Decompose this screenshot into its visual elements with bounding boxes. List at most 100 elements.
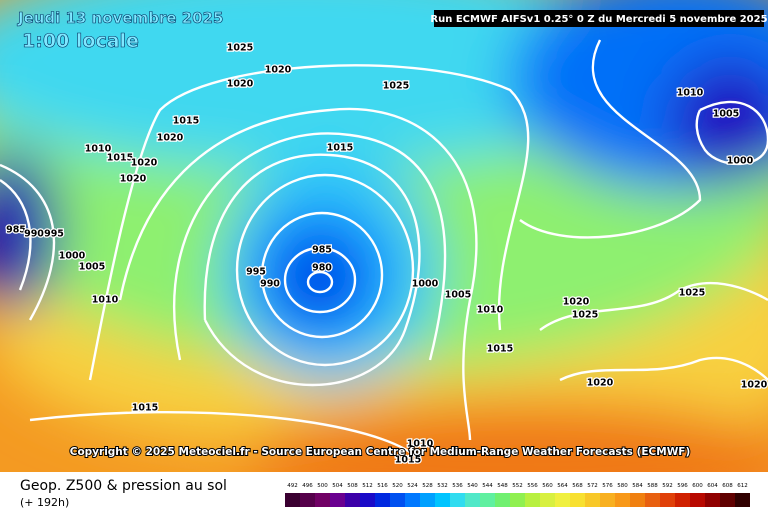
colorbar-label: 516 [377,483,388,489]
colorbar-label: 600 [692,483,703,489]
isobar-label: 1025 [572,310,598,321]
colorbar-cell [330,493,345,507]
isobar-label: 985 [6,225,26,236]
footer-title: Geop. Z500 & pression au sol [20,478,227,494]
isobar-label: 1020 [741,380,768,391]
colorbar-cell [465,493,480,507]
colorbar-label: 552 [512,483,523,489]
colorbar-label: 584 [632,483,643,489]
isobar-label: 990 [24,229,44,240]
colorbar-cell [360,493,375,507]
colorbar-cell [735,493,750,507]
run-info: Run ECMWF AIFSv1 0.25° 0 Z du Mercredi 5… [430,14,767,25]
isobar-label: 1015 [327,143,353,154]
isobar-label: 1020 [563,297,590,308]
isobar-label: 1010 [477,305,504,316]
isobar-label: 1025 [227,43,253,54]
colorbar-cell [645,493,660,507]
colorbar-label: 604 [707,483,718,489]
colorbar-label: 596 [677,483,688,489]
colorbar-cell [300,493,315,507]
isobar-label: 1010 [407,439,434,450]
colorbar-cell [510,493,525,507]
colorbar-label: 540 [467,483,478,489]
colorbar-cell [720,493,735,507]
isobar-label: 1015 [487,344,513,355]
local-time: 1:00 locale [22,30,139,52]
isobar-label: 990 [260,279,280,290]
colorbar-label: 512 [362,483,373,489]
colorbar-cell [615,493,630,507]
colorbar-label: 564 [557,483,568,489]
colorbar-cell [420,493,435,507]
isobar-label: 1020 [265,65,292,76]
isobar-label: 1015 [395,455,421,466]
isobar-label: 1025 [383,81,409,92]
isobar-label: 1010 [677,88,704,99]
colorbar-label: 524 [407,483,418,489]
isobar-label: 1020 [227,79,254,90]
colorbar-cell [390,493,405,507]
isobar-label: 1015 [173,116,199,127]
colorbar-label: 520 [392,483,403,489]
colorbar-cell [630,493,645,507]
colorbar-label: 588 [647,483,658,489]
colorbar-cell [375,493,390,507]
colorbar-cell [570,493,585,507]
isobar-label: 1010 [85,144,112,155]
colorbar-cell [345,493,360,507]
colorbar: 492 496 500 504 508 512 516 520 524 528 532 536 540 5… [285,483,750,507]
colorbar-cell [435,493,450,507]
isobar-label: 1000 [59,251,86,262]
colorbar-cell [705,493,720,507]
colorbar-label: 580 [617,483,628,489]
colorbar-label: 608 [722,483,733,489]
run-box [434,10,764,27]
colorbar-cell [450,493,465,507]
isobar-label: 1020 [131,158,158,169]
colorbar-cell [525,493,540,507]
isobar-label: 1005 [79,262,105,273]
isobar-label: 1025 [679,288,705,299]
colorbar-label: 560 [542,483,553,489]
isobar-label: 1015 [107,153,133,164]
colorbar-label: 508 [347,483,358,489]
colorbar-label: 544 [482,483,493,489]
colorbar-label: 504 [332,483,343,489]
isobar-label: 1005 [445,290,471,301]
isobar-label: 1015 [132,403,158,414]
colorbar-label: 492 [287,483,298,489]
footer-subtitle: (+ 192h) [20,496,69,509]
colorbar-cell [540,493,555,507]
isobar-label: 980 [312,263,332,274]
colorbar-label: 496 [302,483,313,489]
colorbar-label: 536 [452,483,463,489]
isobar-label: 1000 [412,279,439,290]
isobar-label: 1010 [92,295,119,306]
colorbar-cell [690,493,705,507]
colorbar-label: 568 [572,483,583,489]
isobar-label: 995 [44,229,64,240]
colorbar-cell [285,493,300,507]
isobar-label: 1020 [587,378,614,389]
colorbar-cell [585,493,600,507]
colorbar-label: 528 [422,483,433,489]
isobar-label: 995 [246,267,266,278]
colorbar-cell [600,493,615,507]
colorbar-label: 612 [737,483,748,489]
colorbar-label: 556 [527,483,538,489]
colorbar-label: 592 [662,483,673,489]
copyright: Copyright © 2025 Meteociel.fr - Source E… [70,446,691,458]
colorbar-label: 572 [587,483,598,489]
colorbar-cell [675,493,690,507]
colorbar-cell [480,493,495,507]
colorbar-cell [660,493,675,507]
colorbar-label: 532 [437,483,448,489]
isobar-label: 1000 [727,156,754,167]
isobar-label: 1020 [157,133,184,144]
colorbar-label: 576 [602,483,613,489]
isobar-label: 1020 [120,174,147,185]
colorbar-cell [495,493,510,507]
colorbar-cell [405,493,420,507]
